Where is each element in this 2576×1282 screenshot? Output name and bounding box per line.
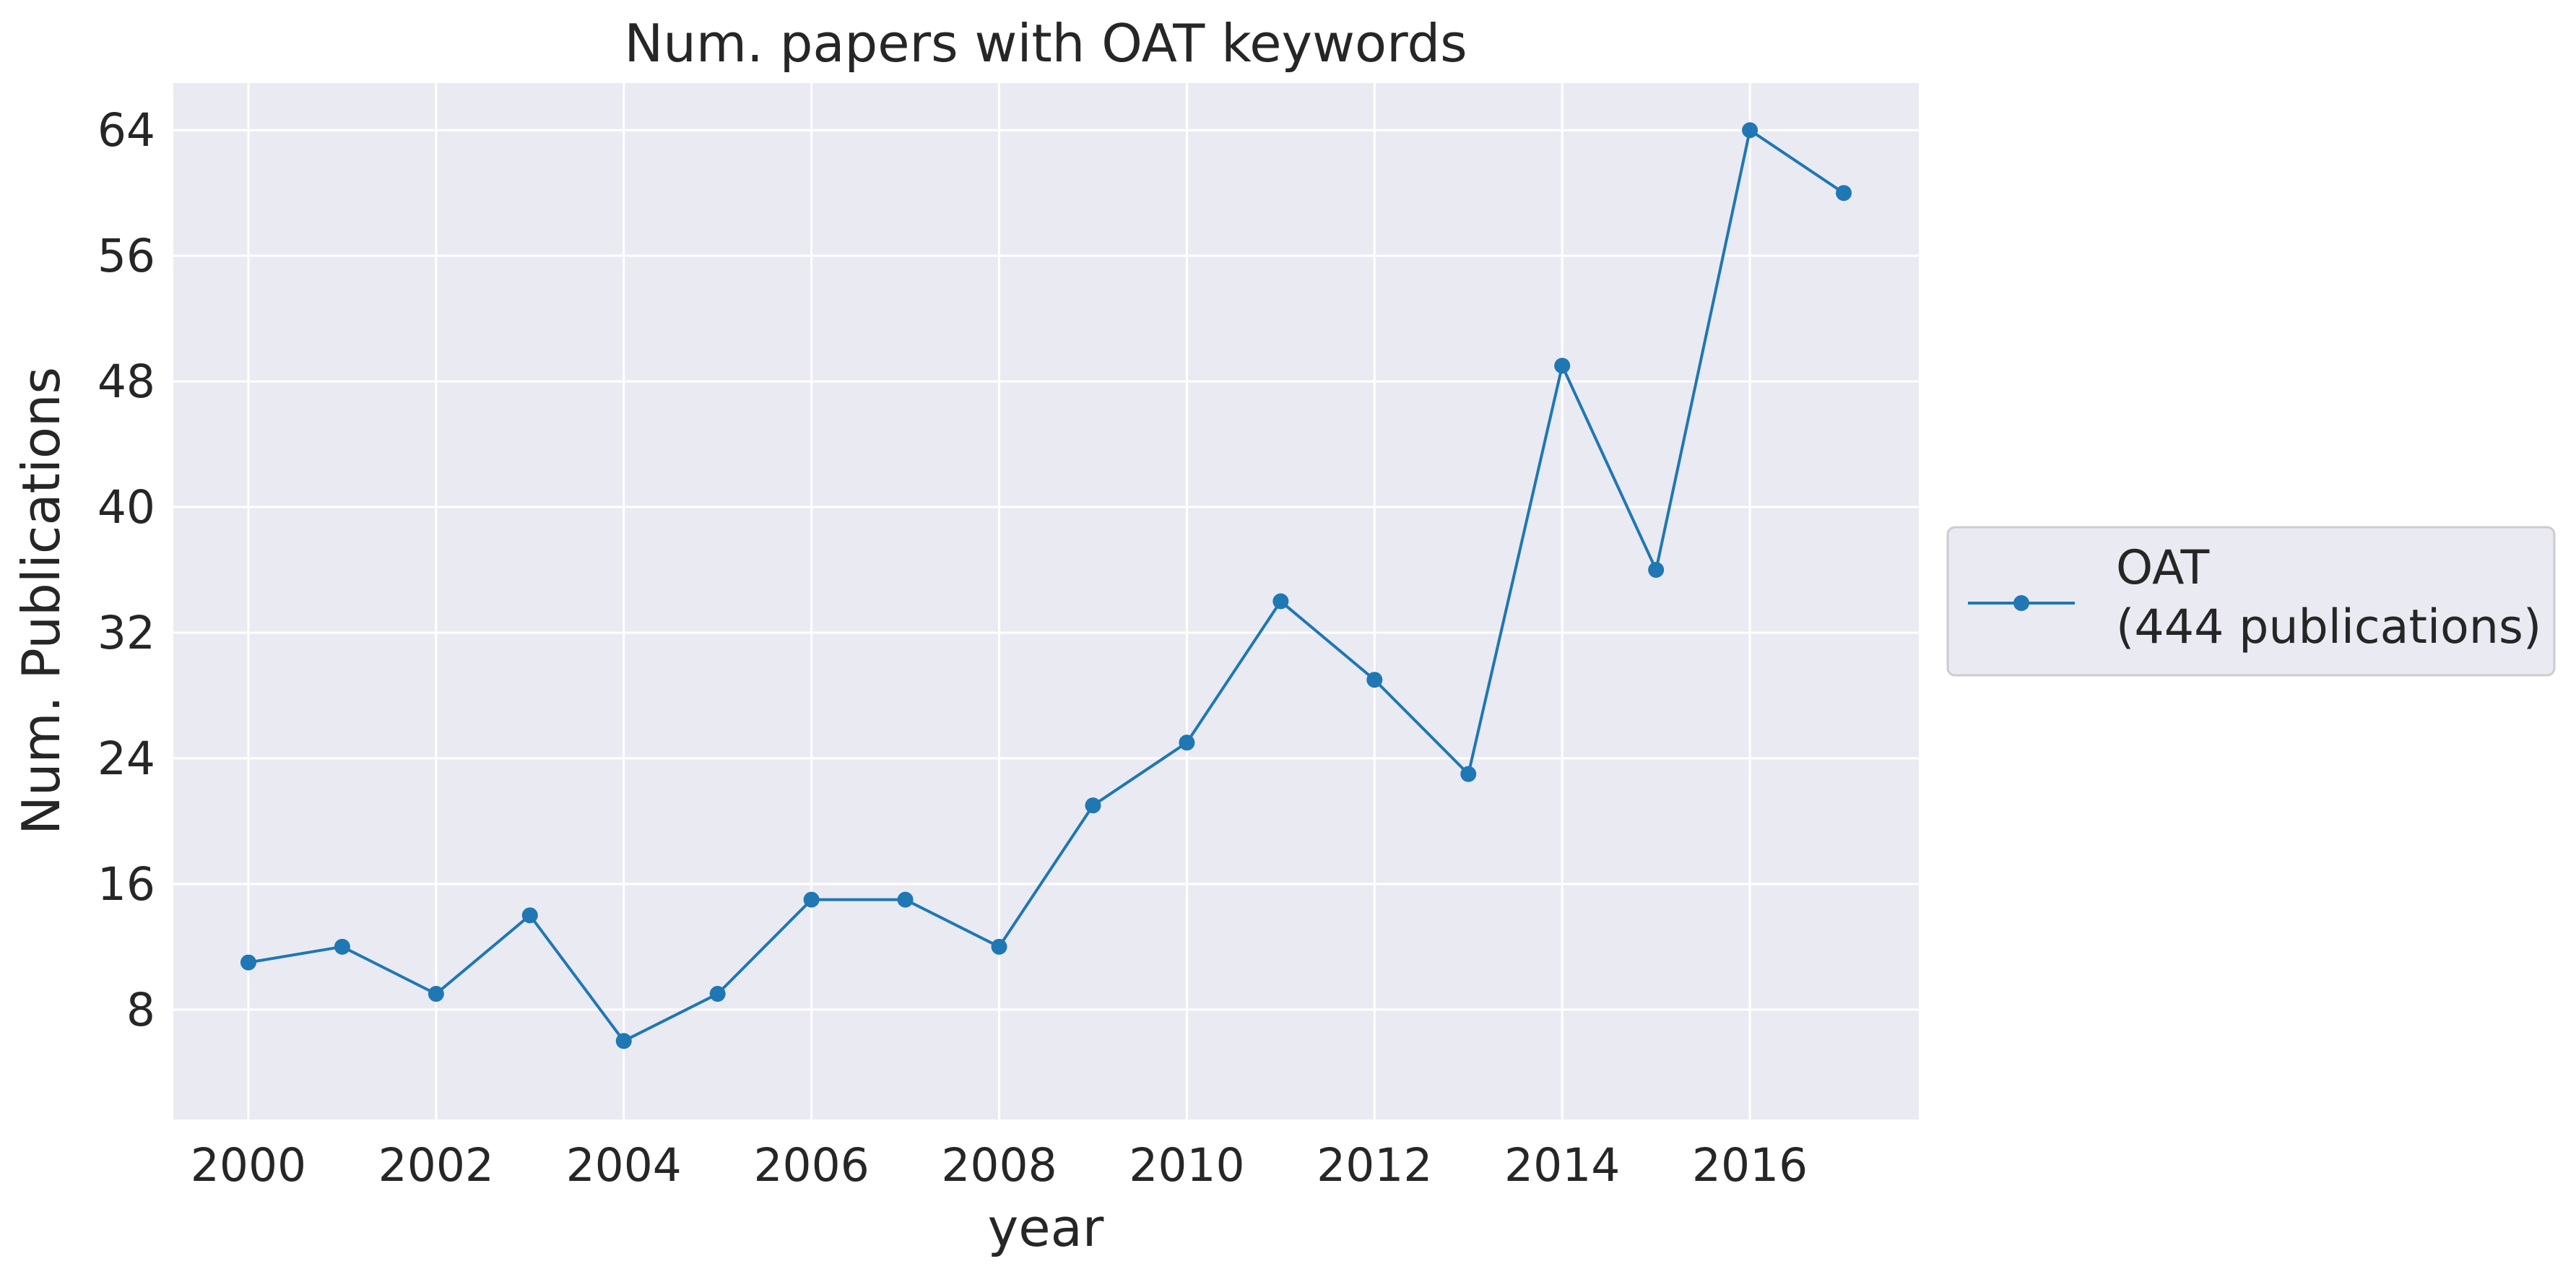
x-axis-title: year: [988, 1197, 1104, 1258]
x-tick-label: 2000: [191, 1139, 306, 1192]
y-tick-label: 40: [97, 481, 155, 534]
series-layer: [240, 122, 1852, 1049]
x-tick-label: 2006: [753, 1139, 869, 1192]
data-point: [897, 891, 914, 908]
legend-marker-swatch: [2013, 595, 2029, 611]
data-point: [709, 986, 726, 1002]
y-gridlines: [173, 129, 1919, 1011]
x-tick-label: 2008: [941, 1139, 1057, 1192]
data-point: [1648, 562, 1665, 579]
legend-label-line-2: (444 publications): [2116, 600, 2541, 654]
y-tick-label: 16: [97, 858, 155, 911]
legend: OAT (444 publications): [1946, 526, 2556, 677]
data-point: [1085, 797, 1101, 814]
data-point: [1272, 593, 1289, 610]
y-tick-label: 8: [126, 984, 155, 1036]
data-point: [240, 954, 256, 971]
x-tick-label: 2004: [566, 1139, 682, 1192]
x-tick-label: 2012: [1317, 1139, 1432, 1192]
y-tick-label: 64: [97, 104, 155, 157]
x-tick-label: 2002: [378, 1139, 494, 1192]
data-point: [1460, 766, 1477, 782]
y-axis-title: Num. Publications: [11, 367, 71, 835]
data-point: [1836, 185, 1852, 202]
y-tick-label: 32: [97, 607, 155, 659]
x-tick-label: 2016: [1692, 1139, 1808, 1192]
y-tick-labels: 8 16 24 32 40 48 56 64: [97, 104, 155, 1036]
x-tick-label: 2014: [1504, 1139, 1620, 1192]
data-point: [1742, 122, 1758, 139]
x-tick-labels: 2000 2002 2004 2006 2008 2010 2012 2014 2016: [191, 1139, 1808, 1192]
legend-label-line-1: OAT: [2116, 541, 2209, 595]
data-point: [991, 938, 1007, 955]
y-tick-label: 56: [97, 230, 155, 282]
data-point: [334, 938, 350, 955]
y-tick-label: 24: [97, 732, 155, 785]
data-point: [1366, 672, 1383, 688]
series-line-oat: [248, 129, 1845, 1043]
y-tick-label: 48: [97, 355, 155, 408]
chart-title: Num. papers with OAT keywords: [624, 13, 1467, 74]
data-point: [1179, 735, 1195, 751]
x-tick-label: 2010: [1129, 1139, 1244, 1192]
data-point: [803, 891, 820, 908]
data-point: [521, 907, 538, 924]
legend-box: [1946, 526, 2556, 677]
data-point: [615, 1033, 632, 1049]
data-point: [1554, 358, 1571, 374]
data-point: [428, 986, 444, 1002]
